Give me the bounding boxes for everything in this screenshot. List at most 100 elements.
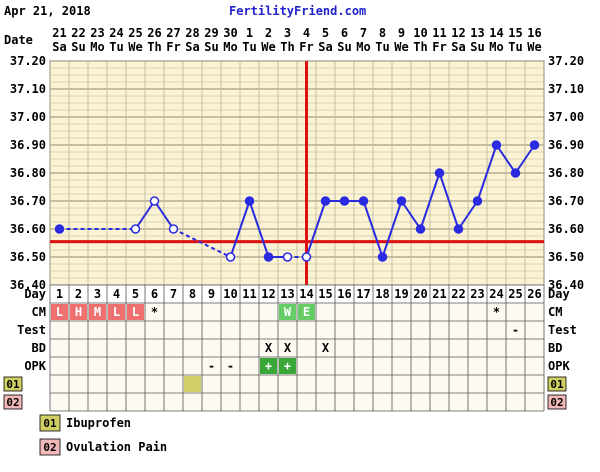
temp-point[interactable] (320, 196, 331, 206)
temp-line-segment (305, 200, 327, 258)
temp-point[interactable] (453, 224, 464, 234)
row-label-r02: 02 (550, 396, 563, 409)
temp-point[interactable] (339, 196, 350, 206)
cm-mark: L (113, 305, 120, 319)
row-label-day: Day (548, 287, 570, 301)
cm-mark: H (75, 305, 82, 319)
y-tick-label: 36.60 (548, 222, 584, 236)
temp-point[interactable] (377, 252, 388, 262)
date-label: 3 (284, 26, 291, 40)
date-label: 28 (185, 26, 199, 40)
cm-cell-1 (51, 304, 68, 320)
cm-cell-14 (298, 304, 315, 320)
date-label: 27 (166, 26, 180, 40)
weekday-label: Tu (508, 40, 522, 54)
y-tick-label: 37.00 (10, 110, 46, 124)
cm-cell-4 (108, 304, 125, 320)
temp-point[interactable] (225, 252, 236, 262)
day-number: 17 (356, 287, 370, 301)
row-label-test: Test (17, 323, 46, 337)
temp-point[interactable] (396, 196, 407, 206)
day-number: 6 (151, 287, 158, 301)
site-link[interactable]: FertilityFriend.com (229, 4, 366, 18)
date-label: 12 (451, 26, 465, 40)
day-number: 25 (508, 287, 522, 301)
opk-mark: - (208, 359, 215, 373)
temp-point[interactable] (434, 168, 445, 178)
weekday-label: Th (280, 40, 294, 54)
weekday-label: We (261, 40, 275, 54)
day-number: 8 (189, 287, 196, 301)
temp-point[interactable] (149, 196, 160, 206)
date-label: 4 (303, 26, 310, 40)
weekday-label: Fr (432, 40, 446, 54)
weekday-label: Su (204, 40, 218, 54)
date-label: 6 (341, 26, 348, 40)
weekday-label: We (394, 40, 408, 54)
temp-line-segment (362, 200, 384, 258)
temp-line-segment (400, 200, 422, 230)
row-label-bd: BD (548, 341, 562, 355)
temp-point[interactable] (510, 168, 521, 178)
day-number: 19 (394, 287, 408, 301)
temp-point[interactable] (282, 252, 293, 262)
date-row-label: Date (4, 33, 33, 47)
day-number: 26 (527, 287, 541, 301)
weekday-label: Tu (375, 40, 389, 54)
date-label: 11 (432, 26, 446, 40)
cm-mark: L (56, 305, 63, 319)
weekday-label: Sa (318, 40, 332, 54)
date-label: 16 (527, 26, 541, 40)
temp-point[interactable] (301, 252, 312, 262)
temp-line-segment (438, 172, 460, 230)
y-tick-label: 36.70 (548, 194, 584, 208)
temp-point[interactable] (358, 196, 369, 206)
temp-point[interactable] (244, 196, 255, 206)
temp-point[interactable] (415, 224, 426, 234)
y-tick-label: 37.00 (548, 110, 584, 124)
day-number: 14 (299, 287, 313, 301)
temp-line-segment (173, 228, 231, 258)
y-tick-label: 37.10 (548, 82, 584, 96)
cm-cell-3 (89, 304, 106, 320)
day-number: 4 (113, 287, 120, 301)
day-number: 12 (261, 287, 275, 301)
row-label-opk: OPK (548, 359, 570, 373)
cm-mark: * (151, 305, 158, 319)
date-label: 25 (128, 26, 142, 40)
row-label-cm: CM (548, 305, 562, 319)
y-tick-label: 36.80 (10, 166, 46, 180)
cm-mark: E (303, 305, 310, 319)
temp-line-segment (381, 200, 403, 258)
weekday-label: Mo (90, 40, 104, 54)
legend-code: 02 (43, 441, 56, 454)
day-number: 7 (170, 287, 177, 301)
weekday-label: Th (147, 40, 161, 54)
y-tick-label: 36.50 (548, 250, 584, 264)
temp-point[interactable] (491, 140, 502, 150)
y-tick-label: 36.40 (548, 278, 584, 292)
date-label: 30 (223, 26, 237, 40)
temp-line-segment (495, 144, 517, 174)
opk-mark: - (227, 359, 234, 373)
weekday-label: Th (413, 40, 427, 54)
temp-point[interactable] (263, 252, 274, 262)
weekday-label: Sa (52, 40, 66, 54)
row-badge-r01 (547, 376, 567, 392)
temp-point[interactable] (472, 196, 483, 206)
bd-mark: X (284, 341, 292, 355)
y-tick-label: 36.80 (548, 166, 584, 180)
cm-cell-2 (70, 304, 87, 320)
temp-line-segment (153, 200, 175, 230)
day-number: 1 (56, 287, 63, 301)
temp-point[interactable] (529, 140, 540, 150)
temp-point[interactable] (54, 224, 65, 234)
day-number: 23 (470, 287, 484, 301)
day-number: 24 (489, 287, 503, 301)
legend-swatch (39, 414, 61, 432)
temp-point[interactable] (168, 224, 179, 234)
test-mark: - (512, 323, 519, 337)
day-number: 13 (280, 287, 294, 301)
temp-point[interactable] (130, 224, 141, 234)
